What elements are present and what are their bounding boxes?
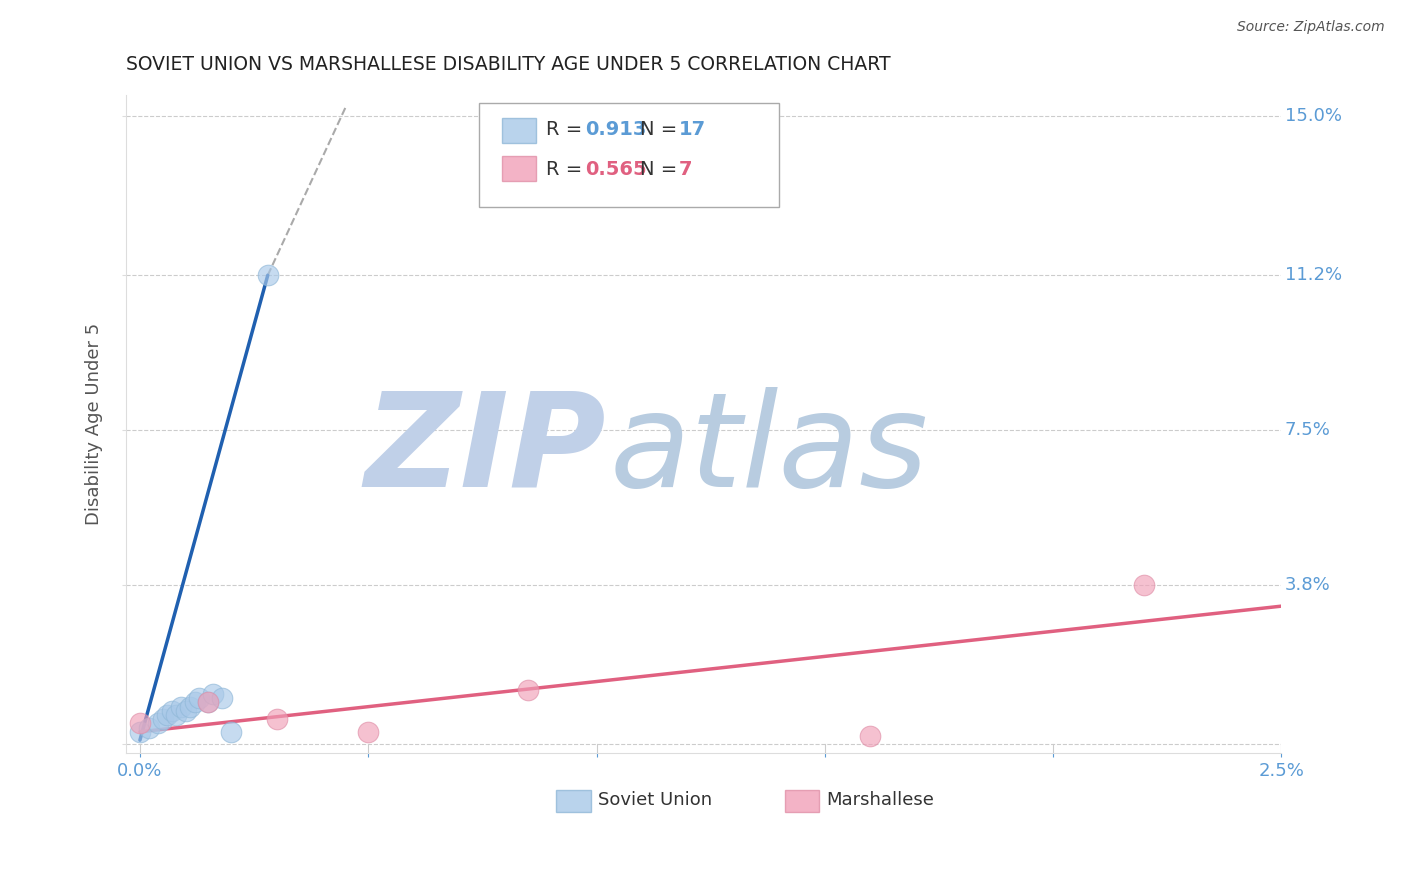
Point: [197, 696, 219, 710]
Text: atlas: atlas: [609, 387, 928, 514]
Text: 11.2%: 11.2%: [1285, 266, 1341, 285]
Point: [1133, 578, 1156, 592]
Point: [160, 704, 183, 718]
Text: ZIP: ZIP: [364, 387, 606, 514]
Point: [517, 682, 540, 697]
FancyBboxPatch shape: [555, 789, 591, 812]
Point: [201, 687, 224, 701]
Point: [152, 712, 174, 726]
Point: [148, 716, 170, 731]
Y-axis label: Disability Age Under 5: Disability Age Under 5: [86, 323, 103, 525]
Text: 3.8%: 3.8%: [1285, 576, 1330, 594]
Point: [174, 704, 197, 718]
Text: N =: N =: [640, 160, 683, 179]
FancyBboxPatch shape: [785, 789, 820, 812]
Text: 7.5%: 7.5%: [1285, 421, 1330, 439]
Point: [129, 724, 152, 739]
Text: Soviet Union: Soviet Union: [598, 791, 711, 809]
Point: [188, 691, 211, 706]
Text: Marshallese: Marshallese: [827, 791, 934, 809]
Text: N =: N =: [640, 120, 683, 139]
Point: [256, 268, 278, 283]
Text: 17: 17: [678, 120, 706, 139]
FancyBboxPatch shape: [502, 118, 536, 143]
Point: [129, 716, 152, 731]
Point: [183, 696, 205, 710]
Point: [219, 724, 242, 739]
FancyBboxPatch shape: [478, 103, 779, 207]
FancyBboxPatch shape: [502, 155, 536, 180]
Text: R =: R =: [546, 120, 588, 139]
Point: [859, 729, 882, 743]
Point: [211, 691, 233, 706]
Point: [170, 699, 193, 714]
Point: [165, 708, 187, 723]
Text: 15.0%: 15.0%: [1285, 107, 1341, 125]
Point: [156, 708, 179, 723]
Text: 0.913: 0.913: [585, 120, 647, 139]
Point: [138, 721, 160, 735]
Text: R =: R =: [546, 160, 588, 179]
Text: Source: ZipAtlas.com: Source: ZipAtlas.com: [1237, 20, 1385, 34]
Point: [266, 712, 288, 726]
Text: SOVIET UNION VS MARSHALLESE DISABILITY AGE UNDER 5 CORRELATION CHART: SOVIET UNION VS MARSHALLESE DISABILITY A…: [127, 55, 891, 74]
Point: [197, 696, 219, 710]
Point: [179, 699, 201, 714]
Text: 0.565: 0.565: [585, 160, 647, 179]
Point: [357, 724, 380, 739]
Text: 7: 7: [678, 160, 692, 179]
